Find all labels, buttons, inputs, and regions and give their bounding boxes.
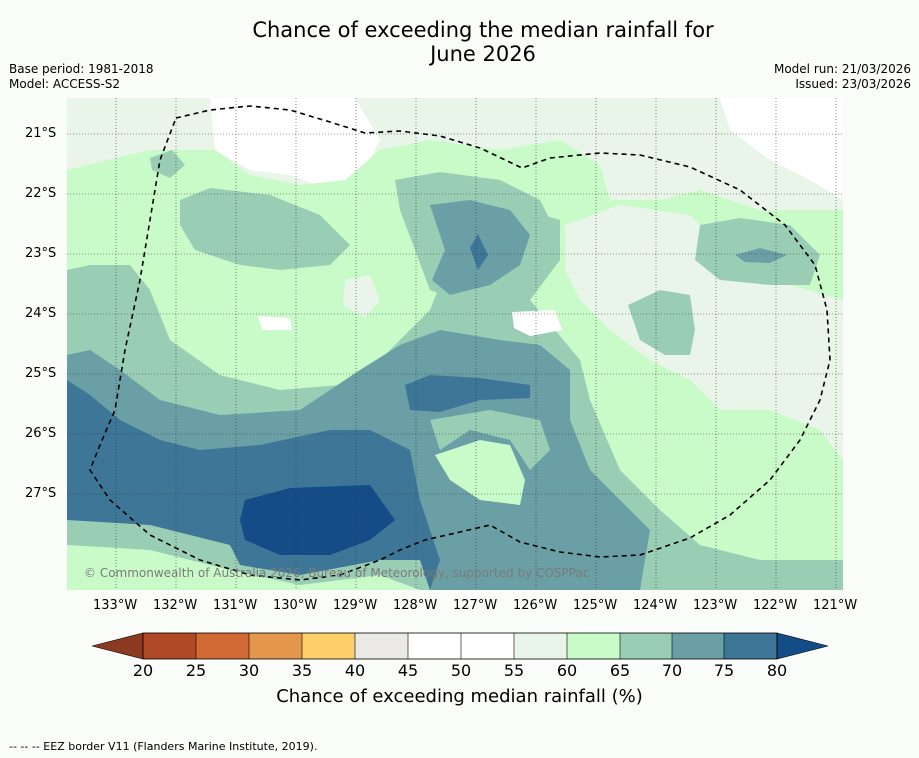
colorbar-tick-80: 80 [766,661,788,680]
colorbar-20-25 [143,633,196,659]
lat-label-25: 25°S [25,366,57,381]
colorbar-tick-65: 65 [609,661,631,680]
lon-label-126: 126°W [513,598,558,613]
model-name: Model: ACCESS-S2 [9,77,121,91]
contour-50-55-north [210,98,380,190]
colorbar-50-55 [461,633,514,659]
contour-50-55-patch-4 [308,145,335,168]
lat-label-21: 21°S [25,126,57,141]
colorbar-outline [142,632,778,660]
contour-75-80-center-streak [405,375,530,412]
eez-footer-note: -- -- -- EEZ border V11 (Flanders Marine… [9,740,318,753]
colorbar-tick-75: 75 [713,661,735,680]
contour-50-55-patch-2 [512,310,562,336]
lon-label-130: 130°W [273,598,318,613]
lat-label-27: 27°S [25,486,57,501]
lon-label-127: 127°W [453,598,498,613]
title-line-2: June 2026 [430,42,536,66]
colorbar-tick-60: 60 [556,661,578,680]
colorbar-60-65 [567,633,620,659]
lon-label-133: 133°W [93,598,138,613]
meta-left: Base period: 1981-2018 Model: ACCESS-S2 [9,62,154,92]
colorbar-75-80 [724,633,777,659]
contour-60-65-bowl [435,440,525,505]
lon-label-129: 129°W [333,598,378,613]
copyright-notice: © Commonwealth of Australia 2026, Bureau… [84,566,590,580]
model-run: Model run: 21/03/2026 [773,62,911,76]
colorbar-tick-35: 35 [291,661,313,680]
lon-label-121: 121°W [813,598,858,613]
colorbar-tick-20: 20 [132,661,154,680]
colorbar [91,632,829,660]
lat-label-24: 24°S [25,306,57,321]
colorbar-title: Chance of exceeding median rainfall (%) [276,686,643,707]
colorbar-tick-55: 55 [503,661,525,680]
colorbar-45-50 [408,633,461,659]
colorbar-dividers [195,633,725,659]
colorbar-40-45 [355,633,408,659]
contour-75-80-small-spot [470,234,488,270]
colorbar-25-30 [196,633,249,659]
lat-label-26: 26°S [25,426,57,441]
grid-lines [67,98,843,590]
lon-label-131: 131°W [213,598,258,613]
title-line-1: Chance of exceeding the median rainfall … [252,18,714,42]
colorbar-tick-45: 45 [397,661,419,680]
colorbar-tick-40: 40 [344,661,366,680]
issued-date: Issued: 23/03/2026 [795,77,911,91]
colorbar-55-60 [514,633,567,659]
lat-label-23: 23°S [25,246,57,261]
lat-label-22: 22°S [25,186,57,201]
map-title: Chance of exceeding the median rainfall … [0,18,919,66]
contour-65-70-east-blob [628,290,695,355]
base-period: Base period: 1981-2018 [9,62,154,76]
contour-65-70-bowl-rim [430,410,550,470]
contour-above-80-core [240,485,395,555]
colorbar-tick-30: 30 [238,661,260,680]
colorbar-above-80 [776,632,829,660]
colorbar-below-20 [91,632,144,660]
contour-65-70-west-blob [180,188,350,270]
lon-label-124: 124°W [633,598,678,613]
contour-60-65-bottom-edge [67,545,420,590]
lon-label-132: 132°W [153,598,198,613]
contour-55-60-patch-3 [343,275,380,318]
meta-right: Model run: 21/03/2026 Issued: 23/03/2026 [774,62,911,92]
lon-label-128: 128°W [393,598,438,613]
colorbar-65-70 [620,633,672,659]
lon-label-125: 125°W [573,598,618,613]
colorbar-30-35 [249,633,302,659]
colorbar-tick-70: 70 [661,661,683,680]
contour-50-55-northeast [720,98,843,200]
colorbar-35-40 [302,633,355,659]
colorbar-tick-50: 50 [450,661,472,680]
colorbar-70-75 [672,633,724,659]
contour-70-75-east-spot [735,248,787,263]
contour-fill [67,98,843,590]
contour-50-55-patch-1 [258,316,292,330]
lon-label-122: 122°W [753,598,798,613]
lon-label-123: 123°W [693,598,738,613]
colorbar-tick-25: 25 [185,661,207,680]
